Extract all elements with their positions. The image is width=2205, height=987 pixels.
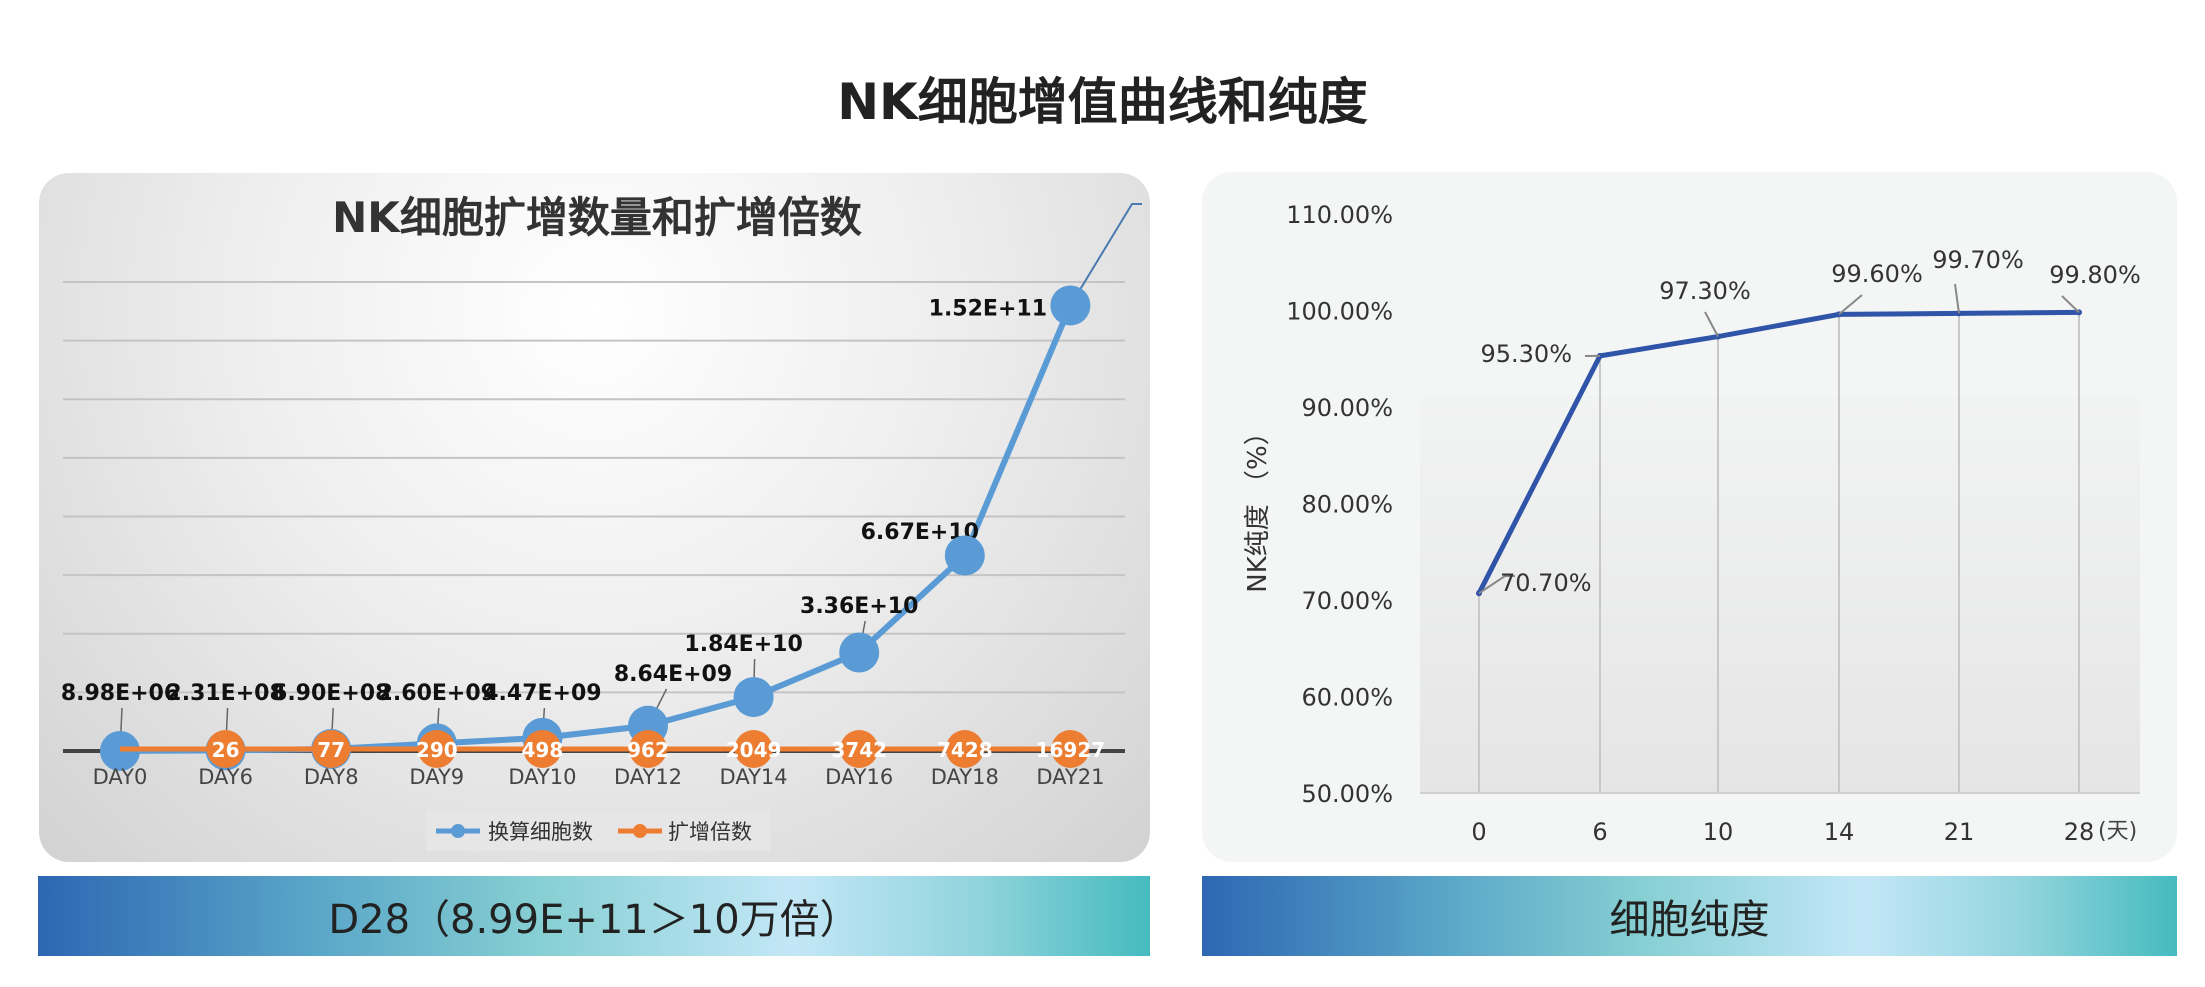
y-axis-title: NK纯度 （%）: [1243, 419, 1273, 592]
y-tick-label: 110.00%: [1286, 201, 1393, 229]
data-point-cell-count: [839, 632, 880, 673]
data-label-leader: [1838, 294, 1863, 316]
x-tick-label: 21: [1944, 818, 1975, 846]
x-tick-label: 10: [1703, 818, 1734, 846]
data-label-cell-count: 2.60E+09: [378, 681, 496, 706]
x-tick-label: DAY18: [931, 765, 999, 789]
data-point-fold: [840, 730, 879, 768]
y-tick-label: 60.00%: [1301, 684, 1393, 712]
series-line-continuation: [1069, 203, 1142, 306]
y-tick-label: 70.00%: [1301, 587, 1393, 615]
data-label-cell-count: 2.31E+08: [166, 681, 284, 706]
data-label-purity: 99.80%: [2049, 261, 2141, 289]
data-label-cell-count: 6.90E+08: [272, 681, 390, 706]
data-label-fold: 26: [212, 738, 240, 762]
data-point-fold: [629, 730, 667, 768]
expansion-banner: D28（8.99E+11＞10万倍）: [38, 876, 1150, 956]
x-tick-label: DAY9: [409, 765, 464, 789]
legend-label-cell-count: 换算细胞数: [488, 820, 593, 844]
data-point-fold: [206, 730, 245, 768]
x-tick-label: 0: [1471, 818, 1486, 846]
legend-label-fold: 扩增倍数: [668, 820, 752, 844]
legend: [426, 811, 770, 851]
data-label-cell-count: 4.47E+09: [483, 681, 601, 706]
data-point-fold: [417, 730, 456, 768]
x-tick-label: DAY16: [825, 765, 893, 789]
data-label-leader: [2061, 295, 2080, 314]
data-label-cell-count: 1.84E+10: [684, 632, 802, 657]
data-label-cell-count: 8.64E+09: [614, 662, 732, 687]
purity-banner: 细胞纯度: [1202, 876, 2177, 956]
series-line-purity: [1476, 309, 2080, 595]
x-tick-label: DAY8: [304, 765, 359, 789]
data-label-fold: 962: [627, 738, 669, 762]
data-point-fold: [1051, 730, 1090, 768]
x-tick-label: 6: [1592, 818, 1607, 846]
x-tick-label: DAY6: [198, 765, 253, 789]
x-tick-label: 28: [2064, 818, 2095, 846]
data-label-fold: 16927: [1036, 738, 1106, 762]
data-label-fold: 7428: [937, 738, 993, 762]
y-tick-label: 50.00%: [1301, 780, 1393, 808]
data-label-leader: [1478, 575, 1515, 595]
page-title: NK细胞增值曲线和纯度: [837, 73, 1368, 131]
data-label-leader: [1954, 283, 1960, 314]
data-label-purity: 99.70%: [1932, 246, 2024, 274]
data-label-cell-count: 8.98E+06: [61, 681, 179, 706]
data-label-leader: [1704, 311, 1719, 338]
data-point-cell-count: [733, 677, 774, 718]
data-point-fold: [734, 730, 773, 768]
x-tick-label: 14: [1824, 818, 1855, 846]
data-point-fold: [945, 730, 984, 768]
plot-area: [1420, 396, 2140, 793]
purity-banner-text: 细胞纯度: [1609, 897, 1770, 943]
x-unit-label: (天): [2098, 819, 2137, 844]
data-point-cell-count: [944, 535, 985, 576]
data-point-fold: [523, 730, 562, 768]
data-label-purity: 95.30%: [1480, 340, 1572, 368]
chart-title: NK细胞扩增数量和扩增倍数: [332, 193, 862, 242]
data-label-fold: 290: [416, 738, 458, 762]
data-label-fold: 77: [317, 738, 345, 762]
data-point-fold: [312, 730, 351, 768]
data-point-cell-count: [1050, 285, 1091, 326]
x-tick-label: DAY10: [508, 765, 576, 789]
data-label-purity: 99.60%: [1831, 260, 1923, 288]
y-tick-label: 100.00%: [1286, 298, 1393, 326]
data-label-fold: 498: [522, 738, 564, 762]
data-label-cell-count: 1.52E+11: [929, 296, 1047, 321]
x-tick-label: DAY21: [1036, 765, 1104, 789]
data-label-purity: 70.70%: [1500, 569, 1592, 597]
data-label-fold: 2049: [726, 738, 782, 762]
data-label-purity: 97.30%: [1659, 277, 1751, 305]
y-tick-label: 80.00%: [1301, 491, 1393, 519]
x-tick-label: DAY14: [720, 765, 788, 789]
x-tick-label: DAY0: [93, 765, 148, 789]
legend-marker-fold: [633, 824, 647, 838]
y-tick-label: 90.00%: [1301, 394, 1393, 422]
expansion-banner-text: D28（8.99E+11＞10万倍）: [328, 897, 860, 943]
x-tick-label: DAY12: [614, 765, 682, 789]
data-label-fold: 3742: [831, 738, 887, 762]
data-label-cell-count: 3.36E+10: [800, 594, 918, 619]
legend-marker-cell-count: [451, 824, 465, 838]
